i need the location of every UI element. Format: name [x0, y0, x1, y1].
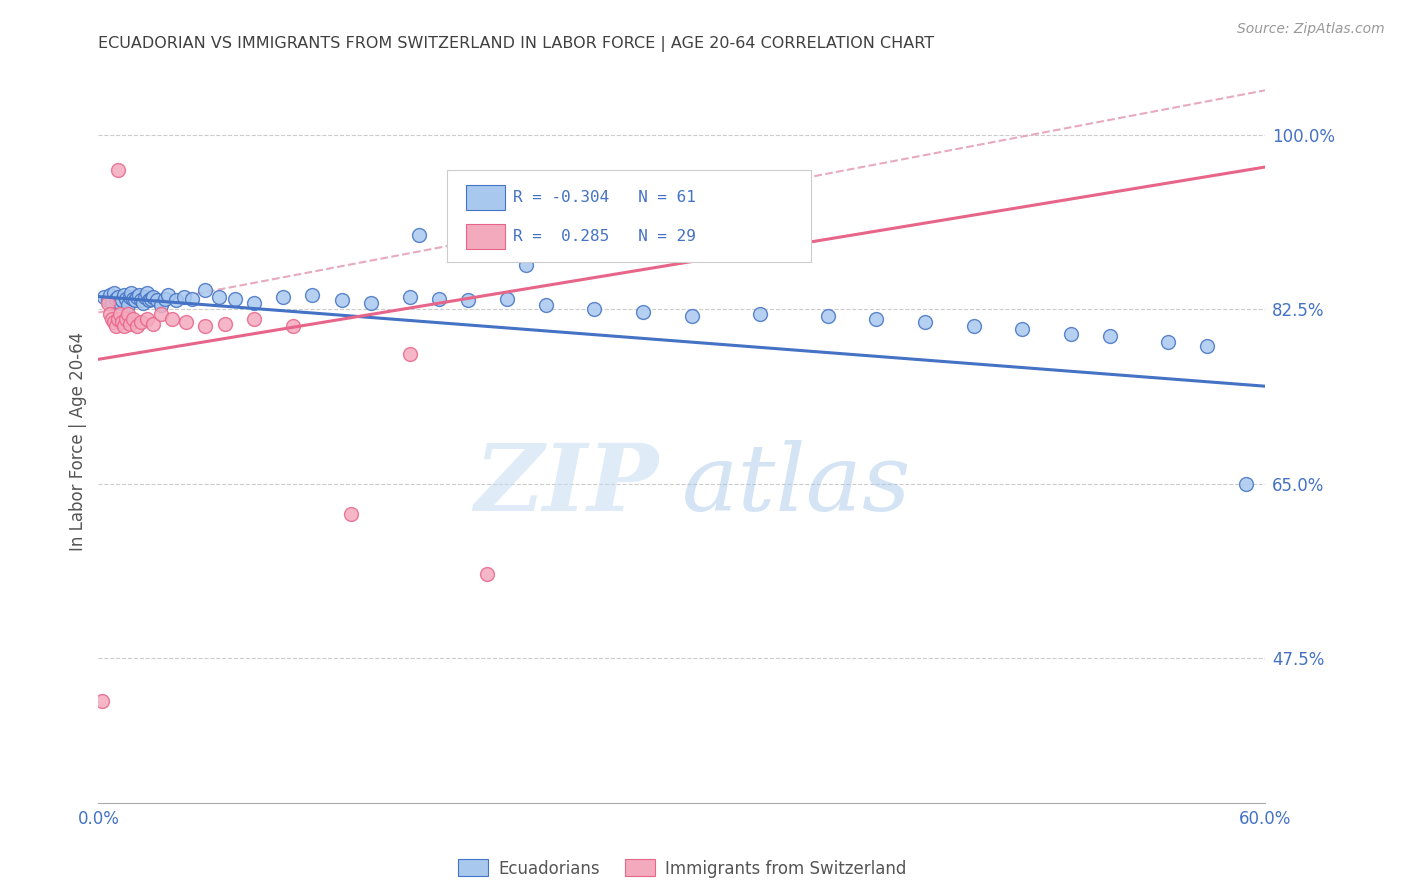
Point [107, 312, 129, 326]
Text: ZIP: ZIP [474, 440, 658, 530]
Point [97, 293, 120, 307]
Text: ECUADORIAN VS IMMIGRANTS FROM SWITZERLAND IN LABOR FORCE | AGE 20-64 CORRELATION: ECUADORIAN VS IMMIGRANTS FROM SWITZERLAN… [98, 36, 935, 52]
Point [301, 287, 323, 301]
Text: R = -0.304   N = 61: R = -0.304 N = 61 [513, 190, 696, 204]
Text: atlas: atlas [682, 440, 911, 530]
Point [111, 315, 134, 329]
Point [97, 295, 120, 310]
Point [194, 319, 217, 334]
Legend: Ecuadorians, Immigrants from Switzerland: Ecuadorians, Immigrants from Switzerland [458, 859, 905, 878]
Point [1195, 339, 1218, 353]
Point [142, 318, 165, 332]
Point [157, 287, 180, 301]
Point [963, 319, 986, 334]
Point [93, 289, 115, 303]
Point [681, 310, 703, 324]
Point [457, 293, 479, 307]
Point [165, 293, 187, 307]
Point [118, 289, 141, 303]
Point [134, 289, 156, 303]
Point [515, 258, 537, 272]
Point [139, 292, 162, 306]
Point [914, 315, 936, 329]
Point [271, 289, 294, 303]
Point [865, 312, 887, 326]
Point [117, 297, 139, 311]
Point [340, 507, 363, 521]
Point [1060, 327, 1083, 342]
Point [224, 292, 246, 306]
Point [112, 319, 135, 334]
Point [129, 315, 152, 329]
Point [114, 292, 136, 306]
Point [330, 293, 353, 307]
Point [398, 289, 420, 303]
Point [194, 283, 217, 297]
Point [208, 289, 231, 303]
Point [243, 295, 266, 310]
Point [360, 295, 382, 310]
Point [427, 292, 450, 306]
Point [1157, 335, 1180, 350]
Point [103, 315, 125, 329]
Text: R =  0.285   N = 29: R = 0.285 N = 29 [513, 229, 696, 244]
Point [129, 293, 152, 307]
Point [107, 289, 129, 303]
Point [162, 312, 184, 326]
Point [214, 318, 236, 332]
Text: Source: ZipAtlas.com: Source: ZipAtlas.com [1237, 22, 1385, 37]
Point [398, 347, 420, 361]
Point [408, 227, 430, 242]
Point [174, 315, 197, 329]
Point [112, 287, 135, 301]
Point [107, 163, 129, 178]
Point [1011, 322, 1033, 336]
Point [117, 308, 139, 322]
Point [281, 319, 304, 334]
Point [149, 297, 172, 311]
Point [477, 566, 499, 581]
Point [101, 312, 124, 326]
Point [127, 289, 149, 303]
Point [104, 292, 127, 306]
Y-axis label: In Labor Force | Age 20-64: In Labor Force | Age 20-64 [69, 332, 87, 551]
Point [748, 308, 770, 322]
Point [118, 318, 141, 332]
Point [103, 285, 125, 300]
Point [114, 312, 136, 326]
Point [122, 312, 145, 326]
Point [91, 694, 114, 708]
Point [146, 293, 169, 307]
Point [98, 308, 121, 322]
Point [121, 285, 143, 300]
Point [631, 305, 654, 319]
Point [138, 293, 160, 307]
Point [149, 308, 172, 322]
Point [180, 292, 202, 306]
Point [243, 312, 266, 326]
Point [817, 310, 839, 324]
Point [104, 319, 127, 334]
Point [98, 287, 121, 301]
Point [136, 312, 159, 326]
Point [108, 308, 131, 322]
Point [122, 292, 145, 306]
Point [534, 297, 557, 311]
Point [101, 294, 124, 309]
Point [111, 293, 134, 307]
Point [583, 302, 606, 317]
Point [142, 289, 165, 303]
Point [128, 287, 150, 301]
Point [132, 295, 155, 310]
Point [173, 289, 195, 303]
Point [1234, 476, 1257, 491]
Point [136, 285, 159, 300]
Point [127, 319, 149, 334]
Point [153, 292, 176, 306]
Point [124, 293, 146, 307]
Point [496, 292, 519, 306]
Point [1098, 329, 1121, 343]
Point [108, 295, 131, 310]
